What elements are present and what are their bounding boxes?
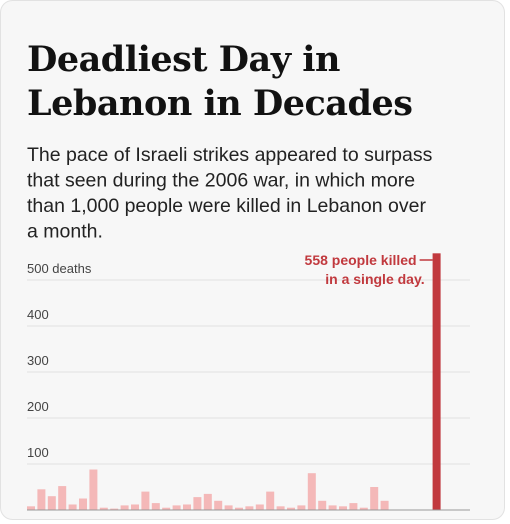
bar: [235, 507, 243, 510]
bar: [110, 508, 119, 510]
bar: [287, 507, 295, 510]
y-tick-label: 100: [27, 445, 49, 460]
bar: [214, 500, 223, 510]
bar: [432, 253, 441, 510]
chart-title: Lebanon in Decades: [27, 83, 412, 124]
bar: [224, 505, 233, 510]
subtitle: that seen during the 2006 war, in which …: [27, 170, 415, 192]
bar: [131, 504, 139, 510]
bar: [203, 493, 212, 510]
bar: [141, 491, 150, 510]
bar: [245, 506, 254, 510]
bar: [349, 503, 358, 510]
bar: [37, 489, 46, 510]
bar: [79, 498, 87, 510]
bar: [89, 469, 98, 510]
bar: [328, 505, 337, 510]
y-tick-label: 500 deaths: [27, 261, 92, 276]
bar: [151, 503, 160, 510]
bar: [172, 505, 181, 510]
annotation: 558 people killed: [305, 252, 417, 268]
bar: [255, 504, 264, 510]
bar: [307, 473, 316, 510]
subtitle: a month.: [27, 221, 103, 243]
chart-title: Deadliest Day in: [27, 39, 340, 80]
y-tick-label: 200: [27, 399, 49, 414]
bar: [318, 500, 327, 510]
annotation: in a single day.: [325, 271, 424, 287]
bar: [297, 505, 306, 510]
bar: [162, 507, 171, 510]
y-tick-label: 300: [27, 353, 49, 368]
bar: [193, 497, 202, 510]
subtitle: The pace of Israeli strikes appeared to …: [27, 144, 433, 166]
bar: [27, 506, 35, 510]
bar: [68, 504, 77, 510]
bar: [370, 487, 379, 510]
subtitle: than 1,000 people were killed in Lebanon…: [27, 195, 426, 217]
bar: [99, 507, 108, 510]
bar: [359, 507, 368, 510]
bar: [276, 506, 285, 510]
bar: [47, 496, 56, 510]
bar: [58, 486, 67, 510]
bar: [339, 506, 347, 510]
bar: [120, 505, 129, 510]
bar: [183, 504, 191, 510]
y-tick-label: 400: [27, 307, 49, 322]
bar: [266, 491, 275, 510]
bar: [380, 500, 389, 510]
